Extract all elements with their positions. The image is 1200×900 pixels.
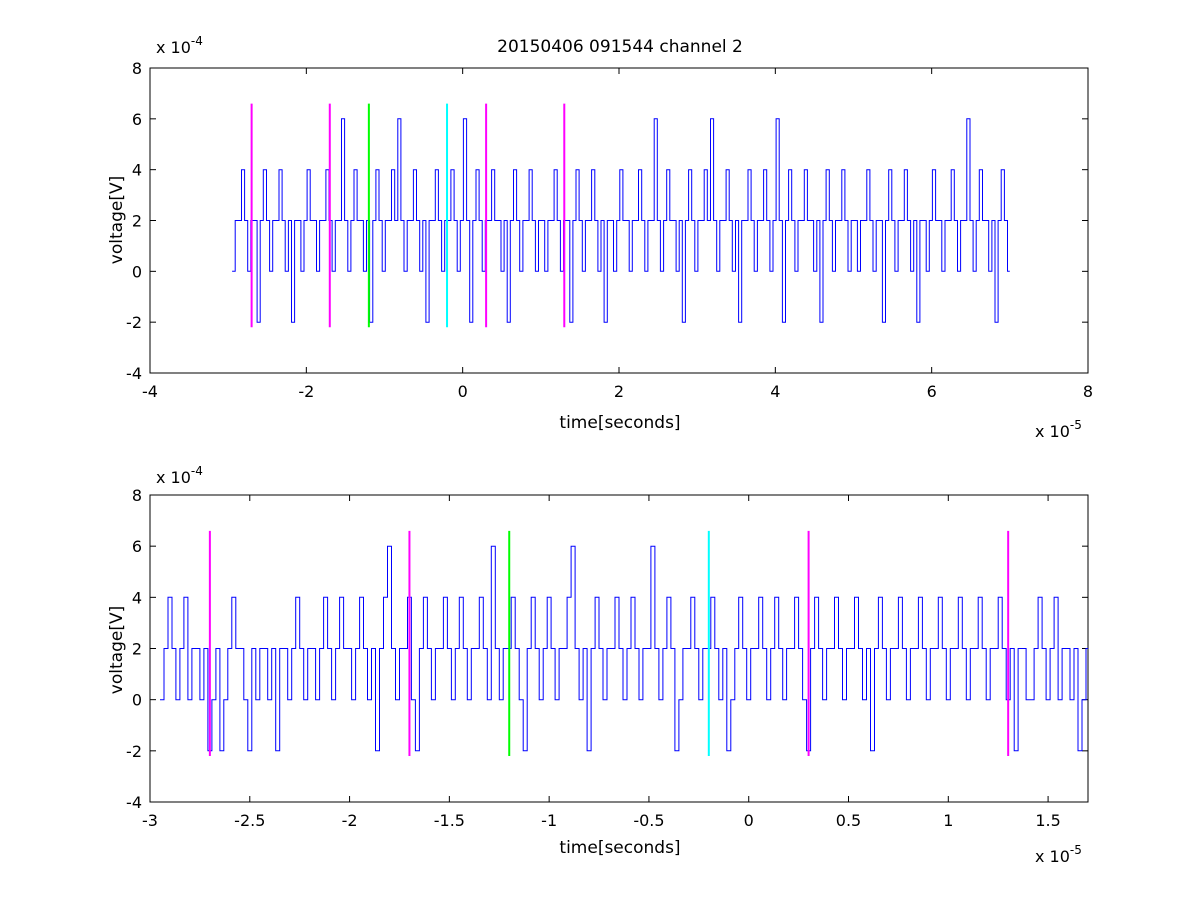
top-x-axis-label: time[seconds] [559,413,680,433]
bottom-x-tick-label: -2 [342,811,358,830]
top-y-tick-label: -4 [126,364,142,383]
top-x-tick-label: 8 [1083,382,1093,401]
top-y-tick-label: 4 [132,161,142,180]
top-y-axis-label: voltage[V] [107,176,127,264]
bottom-x-tick-label: -1 [541,811,557,830]
top-y-exponent: x 10-4 [156,34,203,57]
bottom-x-tick-label: -0.5 [633,811,664,830]
bottom-plot: x 10-4 voltage[V] time[seconds] x 10-5 -… [107,464,1089,866]
top-x-tick-label: 2 [614,382,624,401]
top-signal-trace [232,118,1010,323]
bottom-x-axis-label: time[seconds] [559,838,680,858]
bottom-x-tick-label: 0.5 [836,811,861,830]
bottom-x-exponent: x 10-5 [1035,843,1082,866]
top-x-tick-label: 6 [927,382,937,401]
top-y-tick-label: 8 [132,59,142,78]
bottom-y-tick-label: 0 [132,691,142,710]
bottom-signal-trace [160,545,1088,752]
bottom-y-tick-label: 2 [132,640,142,659]
bottom-y-axis-label: voltage[V] [107,606,127,694]
top-plot: x 10-4 voltage[V] time[seconds] x 10-5 -… [107,34,1093,441]
top-y-tick-label: 6 [132,110,142,129]
top-x-tick-label: 4 [770,382,780,401]
top-y-tick-label: 2 [132,212,142,231]
top-x-tick-label: -2 [298,382,314,401]
bottom-x-tick-label: -2.5 [234,811,265,830]
top-x-exponent: x 10-5 [1035,418,1082,441]
bottom-x-tick-label: -1.5 [434,811,465,830]
bottom-y-tick-label: 6 [132,537,142,556]
bottom-x-tick-label: 1 [943,811,953,830]
bottom-y-tick-label: -2 [126,742,142,761]
top-x-tick-label: -4 [142,382,158,401]
top-x-tick-label: 0 [458,382,468,401]
bottom-y-exponent: x 10-4 [156,464,203,487]
bottom-x-tick-label: 1.5 [1035,811,1060,830]
bottom-y-tick-label: -4 [126,793,142,812]
bottom-y-tick-label: 4 [132,588,142,607]
top-y-tick-label: 0 [132,262,142,281]
bottom-x-tick-label: 0 [744,811,754,830]
figure-title: 20150406 091544 channel 2 [497,37,743,57]
top-y-tick-label: -2 [126,313,142,332]
bottom-y-tick-label: 8 [132,486,142,505]
bottom-x-tick-label: -3 [142,811,158,830]
